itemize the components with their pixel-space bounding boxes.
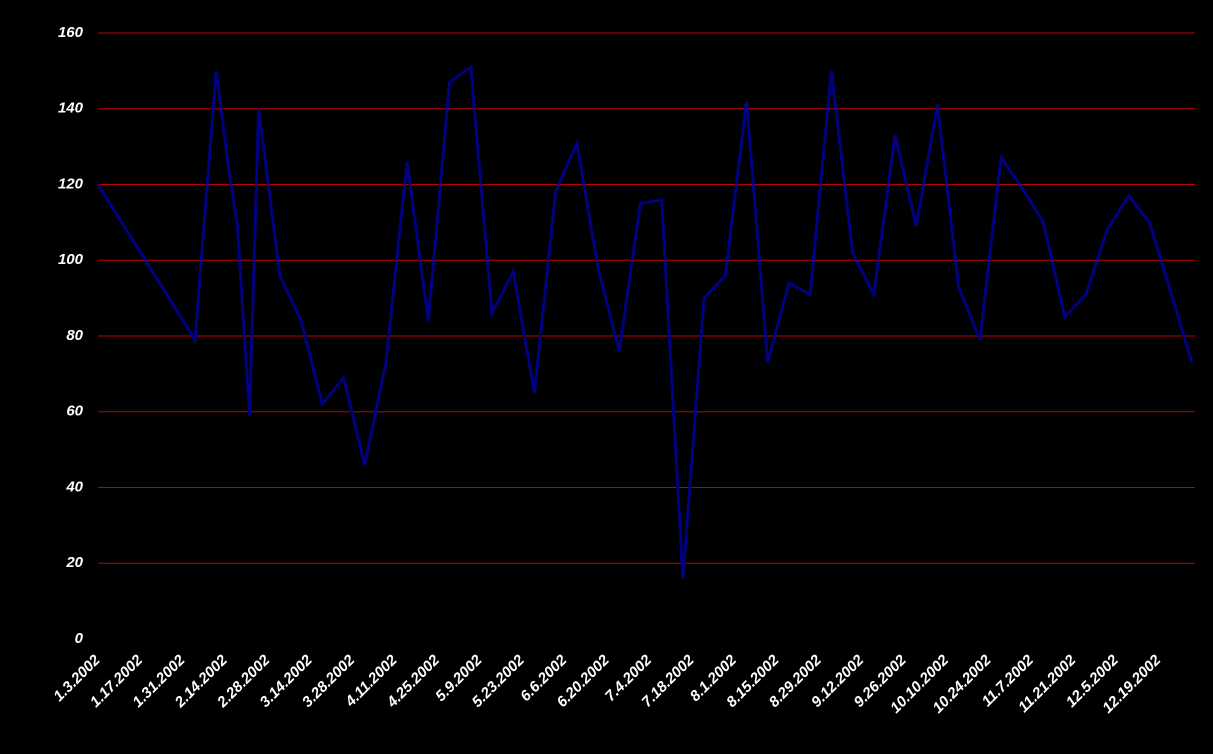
y-tick-label: 20 [65,554,83,571]
y-tick-label: 80 [66,327,83,344]
y-tick-label: 40 [65,478,83,495]
y-tick-label: 140 [58,100,84,117]
line [96,64,1194,579]
y-tick-label: 100 [58,251,84,268]
y-tick-label: 120 [58,175,84,192]
y-tick-label: 60 [66,403,83,420]
y-tick-label: 0 [75,630,84,647]
y-tick-label: 160 [58,24,84,41]
